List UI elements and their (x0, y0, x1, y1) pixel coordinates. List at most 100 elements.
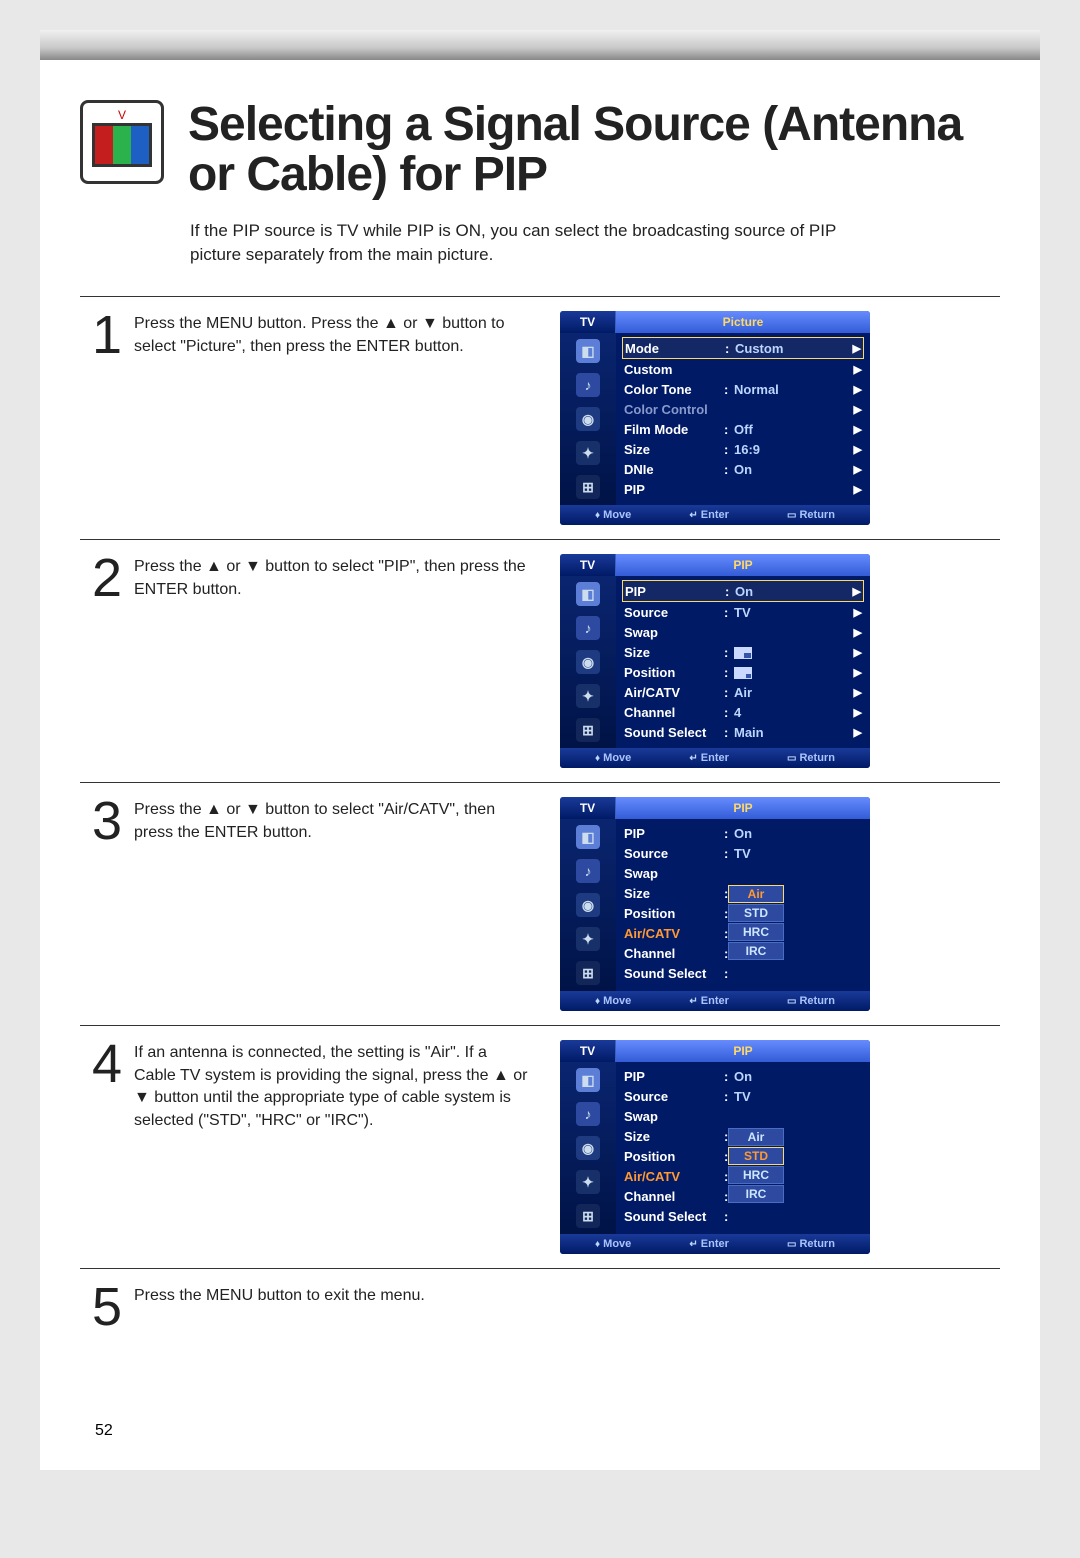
option-std[interactable]: STD (728, 1147, 784, 1165)
menu-row-source[interactable]: Source:TV (622, 843, 864, 863)
sidebar-sound-icon[interactable]: ♪ (576, 373, 600, 397)
step-4: 4 If an antenna is connected, the settin… (80, 1025, 1000, 1268)
tv-screen-icon (92, 123, 152, 167)
chevron-right-icon: ▶ (854, 383, 862, 396)
chevron-right-icon: ▶ (854, 626, 862, 639)
menu-row-size[interactable]: Size:16:9▶ (622, 439, 864, 459)
chevron-right-icon: ▶ (854, 606, 862, 619)
step-3: 3 Press the ▲ or ▼ button to select "Air… (80, 782, 1000, 1025)
aircatv-options: Air STD HRC IRC (728, 885, 784, 960)
option-hrc[interactable]: HRC (728, 1166, 784, 1184)
menu-header-title: PIP (616, 1040, 870, 1062)
step-text: If an antenna is connected, the setting … (134, 1040, 530, 1132)
chevron-right-icon: ▶ (854, 423, 862, 436)
updown-icon: ♦ (595, 753, 600, 764)
sidebar-channel-icon[interactable]: ◉ (576, 650, 600, 674)
sidebar-picture-icon[interactable]: ◧ (576, 825, 600, 849)
menu-header-tv: TV (560, 797, 616, 819)
sidebar-setup-icon[interactable]: ✦ (576, 927, 600, 951)
step-number: 1 (86, 311, 122, 360)
page-title: Selecting a Signal Source (Antenna or Ca… (188, 100, 1000, 201)
sidebar-channel-icon[interactable]: ◉ (576, 407, 600, 431)
menu-row-position[interactable]: Position:▶ (622, 662, 864, 682)
menu-row-swap[interactable]: Swap (622, 1106, 864, 1126)
sidebar-input-icon[interactable]: ⊞ (576, 475, 600, 499)
menu-header: TV PIP (560, 554, 870, 576)
sidebar-sound-icon[interactable]: ♪ (576, 1102, 600, 1126)
footer-enter: Enter (701, 752, 729, 764)
menu-row-pip[interactable]: PIP▶ (622, 479, 864, 499)
menu-row-filmmode[interactable]: Film Mode:Off▶ (622, 419, 864, 439)
menu-sidebar: ◧ ♪ ◉ ✦ ⊞ (560, 576, 616, 748)
chevron-right-icon: ▶ (854, 463, 862, 476)
menu-row-soundselect[interactable]: Sound Select: (622, 963, 864, 983)
menu-row-soundselect[interactable]: Sound Select: (622, 1206, 864, 1226)
menu-row-custom[interactable]: Custom▶ (622, 359, 864, 379)
option-irc[interactable]: IRC (728, 942, 784, 960)
footer-move: Move (603, 995, 631, 1007)
osd-menu-aircatv: TV PIP ◧ ♪ ◉ ✦ ⊞ PIP:On Source:TV Swap S… (560, 797, 870, 1011)
menu-footer: ♦Move ↵Enter ▭Return (560, 991, 870, 1011)
menu-row-pip[interactable]: PIP:On (622, 1066, 864, 1086)
option-std[interactable]: STD (728, 904, 784, 922)
menu-rows: Mode:Custom▶ Custom▶ Color Tone:Normal▶ … (616, 333, 870, 505)
osd-menu-aircatv-std: TV PIP ◧ ♪ ◉ ✦ ⊞ PIP:On Source:TV Swap S… (560, 1040, 870, 1254)
sidebar-channel-icon[interactable]: ◉ (576, 1136, 600, 1160)
sidebar-setup-icon[interactable]: ✦ (576, 1170, 600, 1194)
sidebar-setup-icon[interactable]: ✦ (576, 441, 600, 465)
sidebar-sound-icon[interactable]: ♪ (576, 616, 600, 640)
sidebar-picture-icon[interactable]: ◧ (576, 582, 600, 606)
sidebar-channel-icon[interactable]: ◉ (576, 893, 600, 917)
option-air[interactable]: Air (728, 885, 784, 903)
menu-row-colortone[interactable]: Color Tone:Normal▶ (622, 379, 864, 399)
menu-header-title: PIP (616, 554, 870, 576)
enter-icon: ↵ (689, 510, 697, 521)
chevron-right-icon: ▶ (854, 646, 862, 659)
sidebar-input-icon[interactable]: ⊞ (576, 1204, 600, 1228)
menu-row-channel[interactable]: Channel:4▶ (622, 702, 864, 722)
tv-icon: V (80, 100, 164, 184)
intro-text: If the PIP source is TV while PIP is ON,… (190, 219, 890, 267)
footer-enter: Enter (701, 1238, 729, 1250)
sidebar-setup-icon[interactable]: ✦ (576, 684, 600, 708)
sidebar-input-icon[interactable]: ⊞ (576, 718, 600, 742)
sidebar-input-icon[interactable]: ⊞ (576, 961, 600, 985)
return-icon: ▭ (787, 510, 796, 521)
menu-header-tv: TV (560, 1040, 616, 1062)
return-icon: ▭ (787, 996, 796, 1007)
menu-header-title: Picture (616, 311, 870, 333)
menu-row-dnie[interactable]: DNIe:On▶ (622, 459, 864, 479)
menu-row-source[interactable]: Source:TV▶ (622, 602, 864, 622)
menu-row-source[interactable]: Source:TV (622, 1086, 864, 1106)
footer-enter: Enter (701, 509, 729, 521)
chevron-right-icon: ▶ (853, 342, 861, 355)
menu-row-mode[interactable]: Mode:Custom▶ (622, 337, 864, 359)
menu-row-swap[interactable]: Swap (622, 863, 864, 883)
pip-position-icon (734, 665, 854, 680)
menu-row-soundselect[interactable]: Sound Select:Main▶ (622, 722, 864, 742)
menu-header-tv: TV (560, 554, 616, 576)
tv-stripe-blue (131, 126, 149, 164)
menu-footer: ♦Move ↵Enter ▭Return (560, 505, 870, 525)
sidebar-picture-icon[interactable]: ◧ (576, 1068, 600, 1092)
step-text: Press the MENU button to exit the menu. (134, 1283, 425, 1332)
menu-row-pip[interactable]: PIP:On (622, 823, 864, 843)
option-air[interactable]: Air (728, 1128, 784, 1146)
menu-header: TV PIP (560, 797, 870, 819)
menu-header-tv: TV (560, 311, 616, 333)
osd-menu-pip: TV PIP ◧ ♪ ◉ ✦ ⊞ PIP:On▶ Source:TV▶ Swap… (560, 554, 870, 768)
step-2: 2 Press the ▲ or ▼ button to select "PIP… (80, 539, 1000, 782)
menu-row-aircatv[interactable]: Air/CATV:Air▶ (622, 682, 864, 702)
menu-rows: PIP:On▶ Source:TV▶ Swap▶ Size:▶ Position… (616, 576, 870, 748)
sidebar-picture-icon[interactable]: ◧ (576, 339, 600, 363)
footer-move: Move (603, 509, 631, 521)
option-hrc[interactable]: HRC (728, 923, 784, 941)
option-irc[interactable]: IRC (728, 1185, 784, 1203)
menu-row-swap[interactable]: Swap▶ (622, 622, 864, 642)
menu-row-size[interactable]: Size:▶ (622, 642, 864, 662)
sidebar-sound-icon[interactable]: ♪ (576, 859, 600, 883)
menu-header: TV Picture (560, 311, 870, 333)
enter-icon: ↵ (689, 996, 697, 1007)
step-text: Press the ▲ or ▼ button to select "Air/C… (134, 797, 530, 846)
menu-row-pip[interactable]: PIP:On▶ (622, 580, 864, 602)
